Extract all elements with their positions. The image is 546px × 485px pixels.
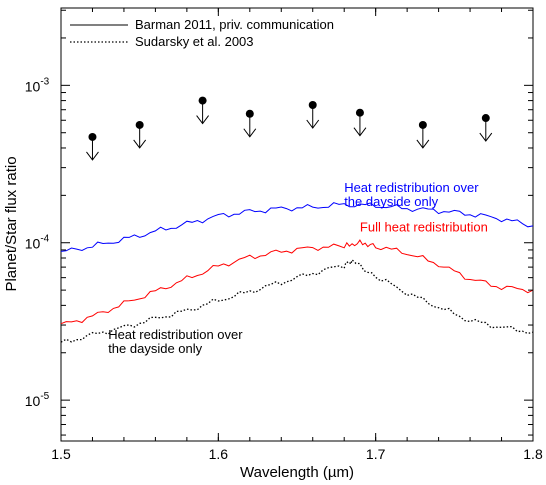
annotation-2: Heat redistribution over the dayside only [108, 327, 243, 356]
upper-limit-arrow-head [243, 128, 257, 138]
upper-limit-point [479, 114, 493, 142]
annotation-0: Heat redistribution over the dayside only [344, 180, 479, 209]
upper-limit-point [196, 96, 210, 125]
upper-limit-point [133, 120, 147, 149]
upper-limit-point [243, 109, 257, 138]
x-tick-label: 1.6 [209, 446, 229, 462]
upper-limit-point [353, 108, 367, 137]
upper-limit-arrow-head [196, 115, 210, 125]
series-layer [60, 202, 534, 343]
upper-limit-point [306, 101, 320, 129]
upper-limit-arrow-head [479, 132, 493, 142]
series-line-2 [60, 258, 534, 343]
x-tick-label: 1.5 [51, 446, 71, 462]
legend: Barman 2011, priv. communication Sudarsk… [70, 17, 334, 49]
legend-label-barman: Barman 2011, priv. communication [135, 17, 334, 32]
upper-limit-point [416, 120, 430, 149]
x-tick-label: 1.7 [366, 446, 386, 462]
y-tick-label: 10-4 [25, 234, 50, 252]
annotation-1: Full heat redistribution [360, 219, 488, 234]
upper-limit-dot [418, 120, 427, 129]
upper-limit-arrow-head [133, 139, 147, 149]
y-tick-label: 10-3 [25, 76, 50, 94]
y-tick-label: 10-5 [25, 391, 50, 409]
x-tick-label: 1.8 [523, 446, 543, 462]
upper-limit-dot [135, 120, 144, 129]
x-axis-label: Wavelength (µm) [240, 464, 354, 481]
legend-label-sudarsky: Sudarsky et al. 2003 [135, 34, 254, 49]
annotations-layer: Heat redistribution over the dayside only… [108, 180, 488, 356]
series-line-1 [60, 239, 534, 325]
series-line-0 [60, 202, 534, 252]
upper-limit-arrow-head [306, 119, 320, 129]
y-axis-label: Planet/Star flux ratio [3, 156, 20, 291]
upper-limit-point [86, 132, 99, 161]
plot-frame [60, 7, 534, 442]
upper-limit-arrow-head [416, 139, 430, 149]
upper-limits-layer [86, 96, 493, 161]
upper-limit-arrow-head [353, 127, 367, 137]
axis-ticks: 1.5 1.6 1.7 1.8 10-5 10-4 10-3 [25, 8, 543, 462]
upper-limit-arrow-head [86, 151, 99, 161]
